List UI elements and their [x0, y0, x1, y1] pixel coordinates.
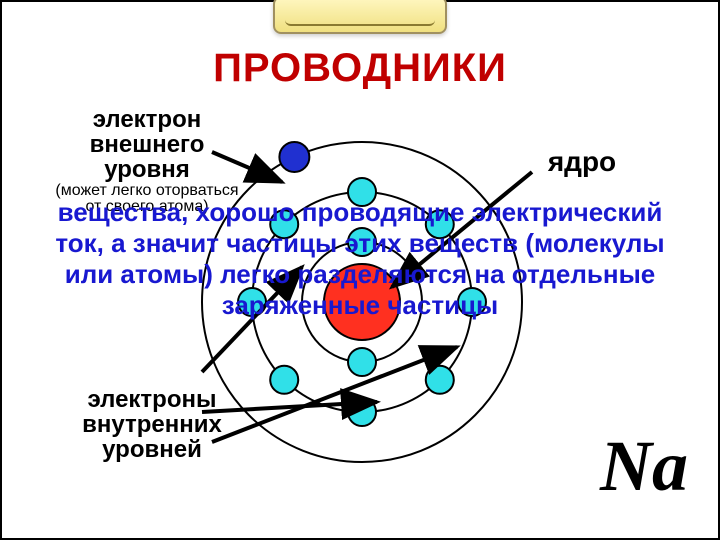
- label-inner-l2: внутренних: [52, 412, 252, 437]
- label-outer-electron-l3: уровня: [52, 157, 242, 182]
- element-symbol: Na: [600, 425, 688, 508]
- label-outer-electron-l2: внешнего: [52, 132, 242, 157]
- label-nucleus: ядро: [522, 147, 642, 176]
- definition-text: вещества, хорошо проводящие электрически…: [32, 197, 688, 321]
- outer-electron: [279, 142, 309, 172]
- label-inner-electrons: электроны внутренних уровней: [52, 387, 252, 463]
- label-inner-l3: уровней: [52, 437, 252, 462]
- inner-electron: [348, 348, 376, 376]
- label-inner-l1: электроны: [52, 387, 252, 412]
- inner-electron: [270, 366, 298, 394]
- inner-electron: [426, 366, 454, 394]
- label-outer-electron-l1: электрон: [52, 107, 242, 132]
